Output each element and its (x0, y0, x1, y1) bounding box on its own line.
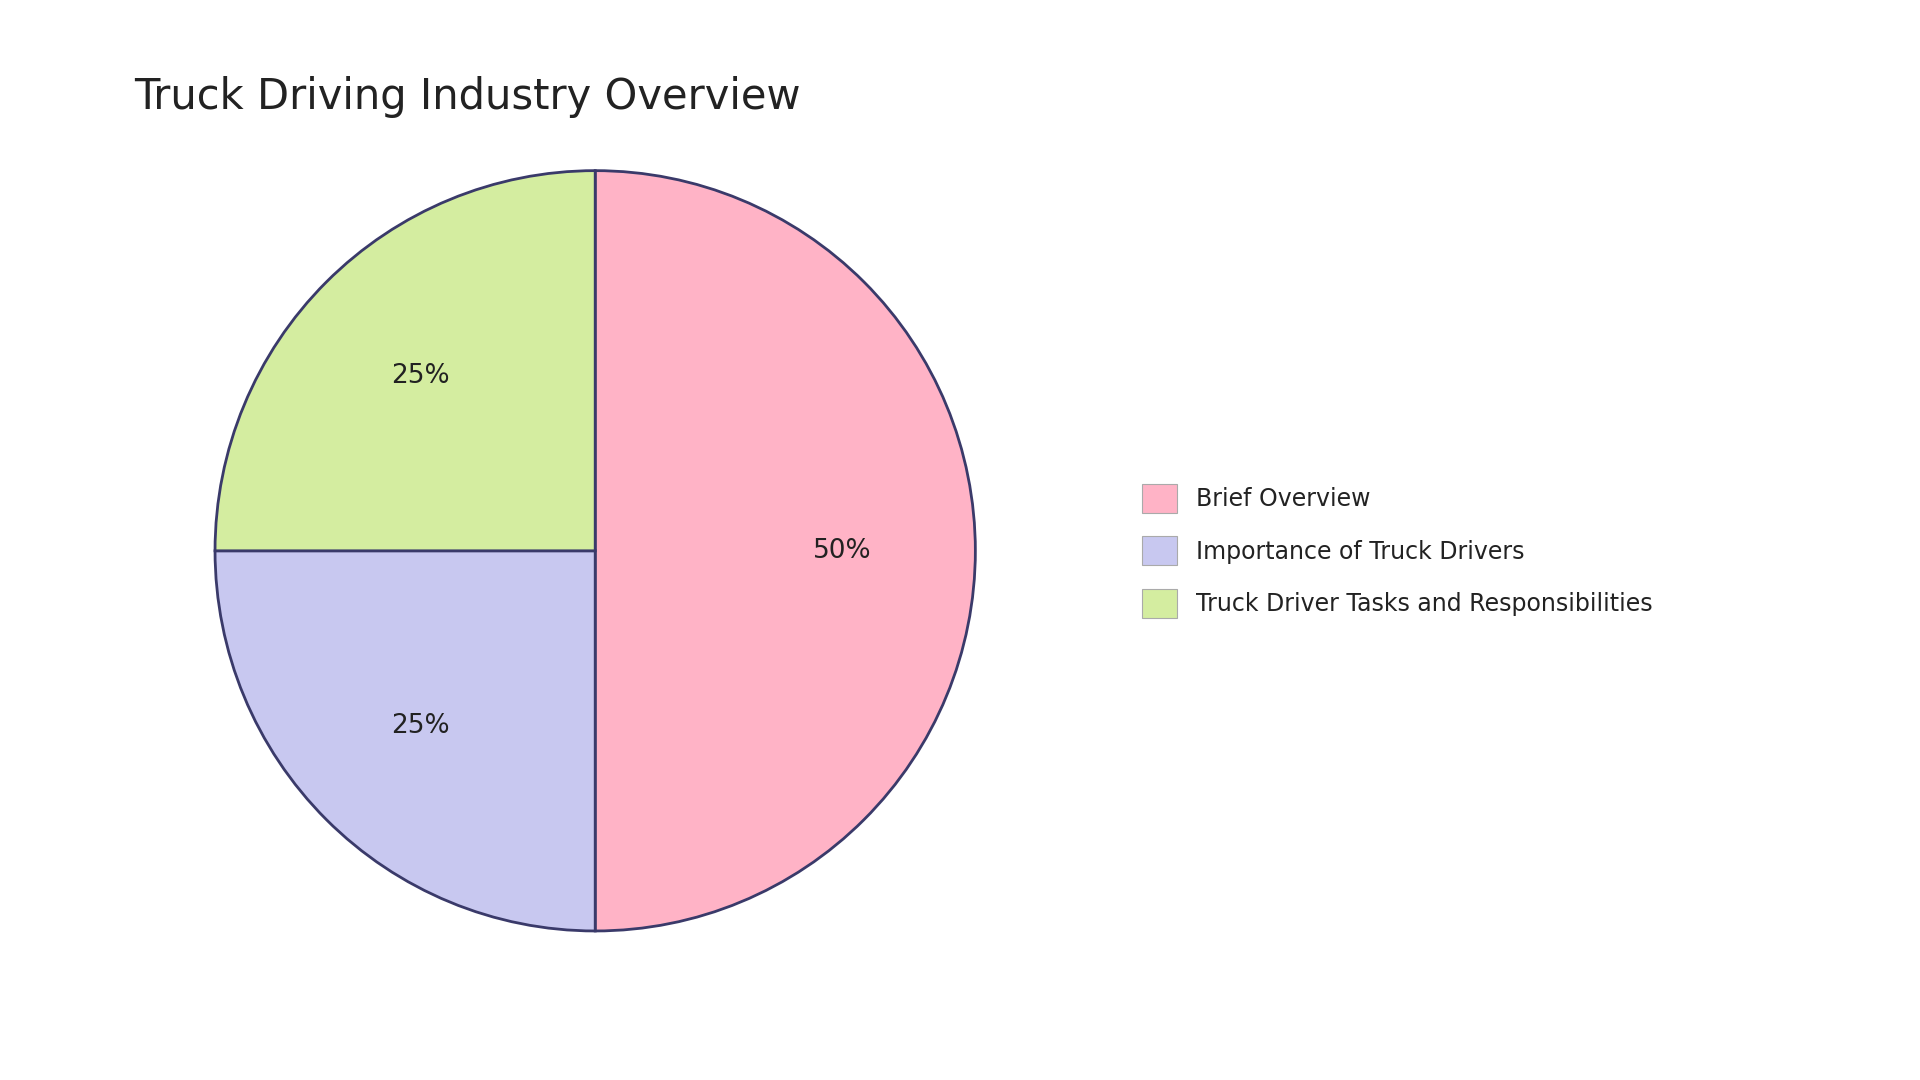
Text: 50%: 50% (812, 538, 872, 564)
Wedge shape (215, 551, 595, 931)
Wedge shape (215, 171, 595, 551)
Legend: Brief Overview, Importance of Truck Drivers, Truck Driver Tasks and Responsibili: Brief Overview, Importance of Truck Driv… (1129, 472, 1665, 630)
Text: Truck Driving Industry Overview: Truck Driving Industry Overview (134, 76, 801, 118)
Text: 25%: 25% (392, 363, 449, 389)
Wedge shape (595, 171, 975, 931)
Text: 25%: 25% (392, 713, 449, 739)
